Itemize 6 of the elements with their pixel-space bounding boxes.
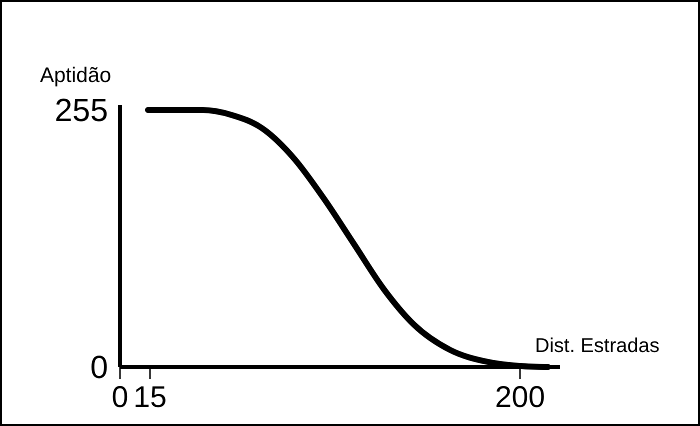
x-tick-label: 0	[112, 381, 128, 414]
x-tick-label: 200	[494, 381, 546, 414]
x-axis-title: Dist. Estradas	[535, 335, 660, 357]
x-tick-label: 15	[133, 381, 167, 414]
y-tick-label: 255	[54, 92, 108, 128]
y-axis-title: Aptidão	[40, 64, 112, 87]
